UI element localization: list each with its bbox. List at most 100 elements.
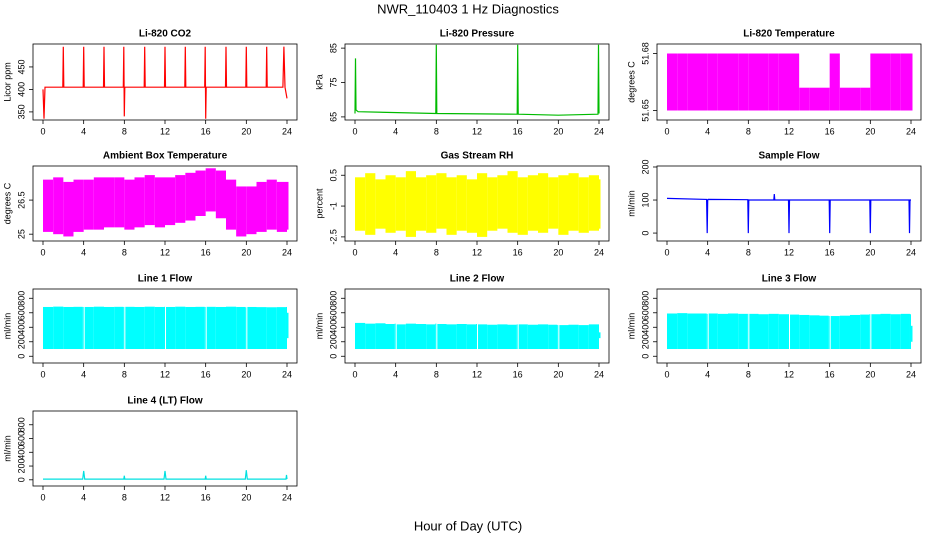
- band-segment: [426, 175, 437, 233]
- y-tick-label: 400: [328, 320, 338, 335]
- band-segment: [819, 315, 829, 350]
- x-tick-label: 24: [282, 492, 292, 502]
- band-segment: [396, 324, 406, 350]
- x-tick-label: 0: [664, 369, 669, 379]
- x-tick-label: 4: [705, 369, 710, 379]
- y-axis-label: degrees C: [626, 61, 636, 103]
- band-segment: [809, 315, 820, 350]
- y-tick-label: 600: [16, 431, 26, 446]
- band-segment: [256, 181, 267, 232]
- band-segment: [911, 325, 913, 342]
- band-segment: [687, 53, 698, 111]
- panel-title: Line 3 Flow: [762, 274, 817, 285]
- y-tick-label: 400: [16, 320, 26, 335]
- x-tick-label: 16: [201, 247, 211, 257]
- y-tick-label: 450: [16, 59, 26, 74]
- band-segment: [911, 53, 913, 111]
- panel-title: Gas Stream RH: [441, 151, 514, 162]
- band-segment: [163, 306, 165, 350]
- band-segment: [728, 53, 739, 111]
- y-axis-label: ml/min: [626, 190, 636, 217]
- band-segment: [568, 173, 579, 231]
- x-tick-label: 12: [784, 247, 794, 257]
- x-tick-label: 12: [472, 126, 482, 136]
- band-segment: [778, 314, 788, 350]
- x-tick-label: 4: [393, 247, 398, 257]
- band-segment: [518, 324, 528, 350]
- x-tick-label: 24: [594, 126, 604, 136]
- band-segment: [839, 87, 850, 111]
- x-tick-label: 4: [705, 126, 710, 136]
- y-axis-label: Licor ppm: [2, 62, 12, 102]
- x-tick-label: 16: [825, 369, 835, 379]
- panel-title: Li-820 Temperature: [743, 29, 835, 40]
- band-segment: [53, 306, 64, 350]
- band-segment: [466, 324, 476, 350]
- band-segment: [860, 87, 871, 111]
- band-segment: [456, 175, 467, 231]
- y-tick-label: 200: [640, 159, 650, 174]
- band-segment: [266, 179, 277, 230]
- band-segment: [256, 307, 267, 350]
- band-segment: [287, 181, 289, 230]
- x-tick-label: 4: [81, 492, 86, 502]
- band-segment: [706, 313, 708, 350]
- band-segment: [728, 313, 739, 350]
- x-tick-label: 8: [434, 126, 439, 136]
- y-tick-label: 51.65: [640, 99, 650, 122]
- y-axis-label: ml/min: [2, 313, 12, 340]
- band-segment: [578, 325, 589, 350]
- y-tick-label: 0: [16, 354, 26, 359]
- band-segment: [375, 179, 386, 229]
- band-segment: [285, 306, 287, 350]
- band-segment: [166, 306, 176, 350]
- band-segment: [738, 313, 748, 350]
- x-tick-label: 20: [553, 126, 563, 136]
- band-segment: [83, 179, 94, 230]
- band-segment: [558, 175, 569, 235]
- x-tick-label: 8: [746, 369, 751, 379]
- y-tick-label: 0: [16, 477, 26, 482]
- y-tick-label: 800: [328, 291, 338, 306]
- band-segment: [93, 306, 104, 350]
- band-segment: [114, 306, 124, 350]
- band-segment: [599, 332, 601, 339]
- x-tick-label: 12: [160, 369, 170, 379]
- x-tick-label: 16: [201, 492, 211, 502]
- band-segment: [124, 179, 135, 230]
- x-tick-label: 4: [81, 126, 86, 136]
- band-segment: [738, 53, 749, 111]
- y-axis-label: percent: [314, 188, 324, 219]
- band-segment: [557, 325, 559, 350]
- band-segment: [456, 324, 467, 350]
- band-segment: [195, 306, 205, 350]
- panel-title: Li-820 Pressure: [440, 29, 515, 40]
- x-tick-label: 24: [594, 247, 604, 257]
- band-segment: [667, 313, 678, 350]
- x-tick-label: 16: [825, 126, 835, 136]
- band-segment: [195, 170, 206, 216]
- band-segment: [828, 316, 830, 350]
- band-segment: [215, 306, 226, 350]
- band-segment: [215, 170, 226, 219]
- band-segment: [53, 177, 64, 235]
- band-segment: [880, 313, 891, 350]
- band-segment: [667, 53, 678, 111]
- band-segment: [839, 315, 850, 350]
- band-segment: [758, 314, 769, 350]
- band-segment: [850, 87, 861, 111]
- band-segment: [687, 313, 698, 350]
- band-segment: [104, 177, 115, 228]
- band-segment: [205, 168, 216, 212]
- band-segment: [185, 306, 196, 350]
- x-tick-label: 0: [664, 247, 669, 257]
- x-tick-label: 4: [81, 369, 86, 379]
- band-segment: [809, 87, 820, 111]
- x-tick-label: 24: [594, 369, 604, 379]
- band-segment: [446, 177, 457, 235]
- band-segment: [165, 177, 176, 226]
- band-segment: [276, 307, 286, 350]
- x-tick-label: 0: [352, 126, 357, 136]
- x-tick-label: 8: [122, 247, 127, 257]
- band-segment: [236, 306, 246, 350]
